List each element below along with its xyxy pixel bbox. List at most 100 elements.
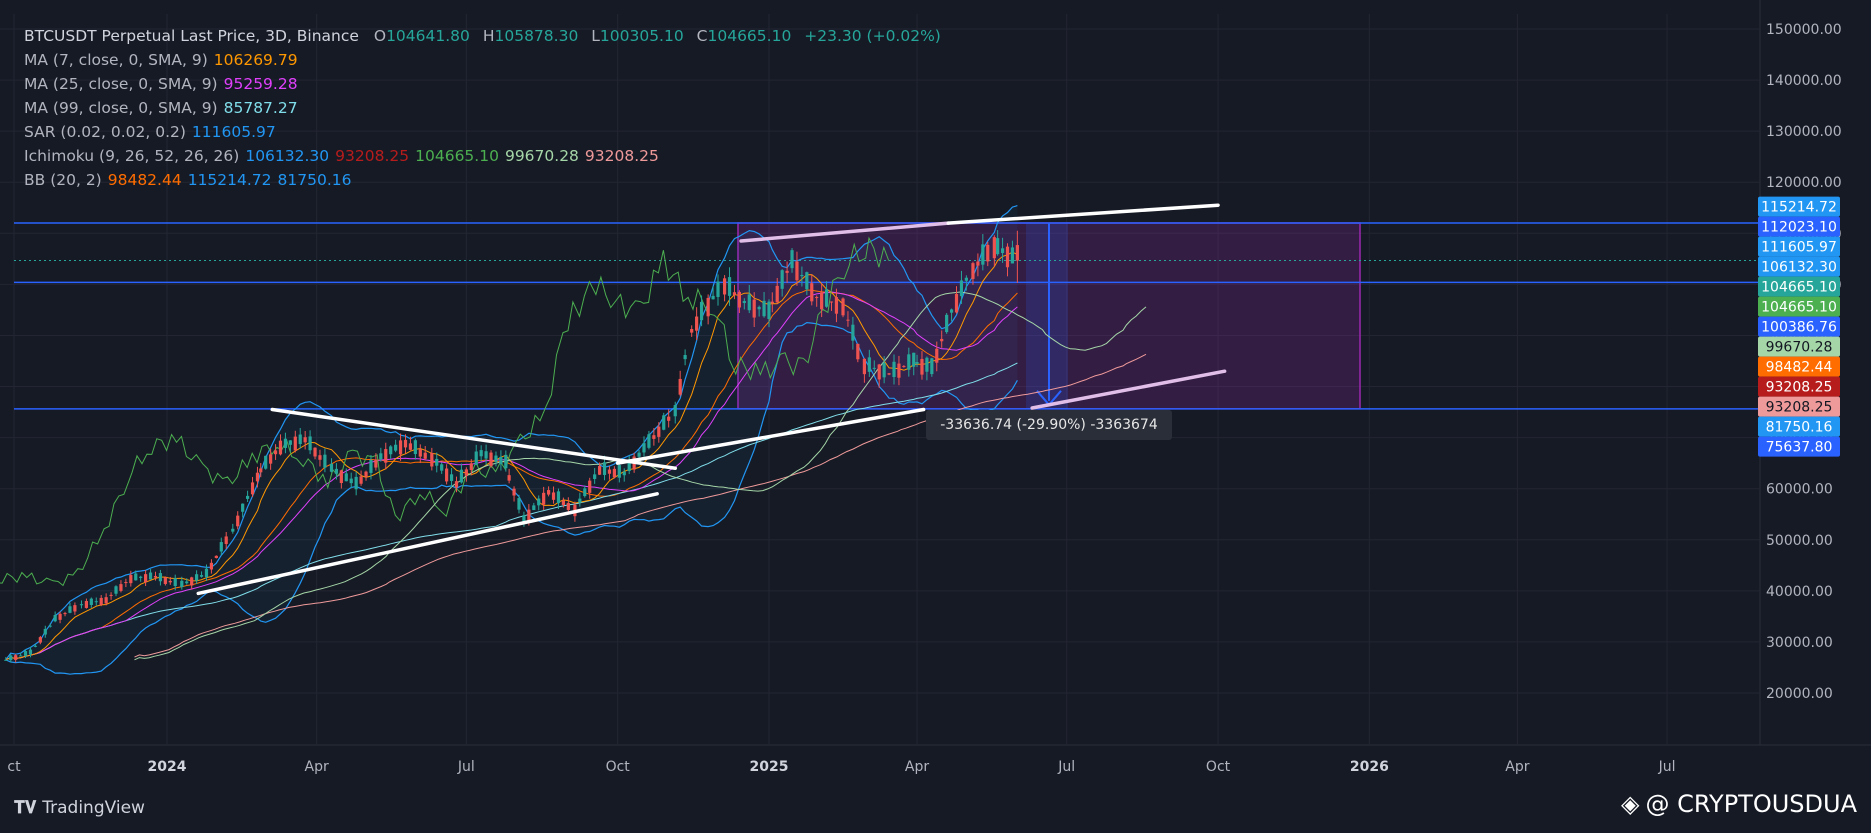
tradingview-brand[interactable]: 𝐓𝐕 TradingView xyxy=(14,798,145,818)
candle-body xyxy=(815,297,819,299)
price-tag-label: 93208.25 xyxy=(1766,380,1833,396)
indicator-row[interactable]: MA (25, close, 0, SMA, 9) 95259.28 xyxy=(24,72,941,96)
candle-body xyxy=(504,454,508,469)
candle-body xyxy=(517,498,521,510)
bollinger-upper-line xyxy=(5,205,1018,661)
candle-body xyxy=(349,478,353,484)
ma7-line xyxy=(5,251,1018,661)
candle-body xyxy=(173,578,177,587)
candle-body xyxy=(104,597,108,604)
indicator-row[interactable]: MA (7, close, 0, SMA, 9) 106269.79 xyxy=(24,48,941,72)
price-tag xyxy=(1758,256,1840,277)
indicator-row[interactable]: SAR (0.02, 0.02, 0.2) 111605.97 xyxy=(24,120,941,144)
candle-body xyxy=(925,357,929,372)
indicator-row[interactable]: BB (20, 2) 98482.44 115214.72 81750.16 xyxy=(24,168,941,192)
candle-body xyxy=(805,272,809,290)
candle-body xyxy=(479,450,483,457)
candle-body xyxy=(780,270,784,289)
candle-body xyxy=(298,434,302,445)
support-trendline-2024[interactable] xyxy=(196,492,659,596)
indicator-label: MA (99, close, 0, SMA, 9) xyxy=(24,99,218,117)
price-change: +23.30 (+0.02%) xyxy=(804,27,941,45)
price-tag-label: 104665.10 xyxy=(1761,300,1837,316)
candle-body xyxy=(856,343,860,360)
candle-body xyxy=(269,454,273,464)
candle-body xyxy=(158,573,163,582)
indicator-label: Ichimoku (9, 26, 52, 26, 26) xyxy=(24,147,240,165)
candle-body xyxy=(841,298,845,316)
candle-body xyxy=(435,458,439,466)
candle-body xyxy=(907,354,911,370)
candle-body xyxy=(785,270,789,273)
candle-body xyxy=(747,294,751,311)
candle-body xyxy=(153,575,158,578)
candle-body xyxy=(124,582,128,584)
candle-body xyxy=(622,471,626,476)
candle-body xyxy=(742,300,746,304)
candle-body xyxy=(732,292,737,296)
candle-body xyxy=(597,466,602,475)
candle-body xyxy=(9,655,13,661)
price-tag xyxy=(1758,356,1840,377)
candle-body xyxy=(318,455,322,460)
candle-body xyxy=(68,606,72,613)
candle-body xyxy=(887,373,891,375)
x-tick-label: 2024 xyxy=(148,759,187,775)
candle-body xyxy=(474,451,478,465)
channel-top-trendline-purple[interactable] xyxy=(739,221,951,243)
candle-body xyxy=(313,447,317,457)
candle-body xyxy=(413,440,417,455)
indicator-value: 93208.25 xyxy=(584,147,659,165)
candle-body xyxy=(339,470,343,484)
candle-body xyxy=(612,468,616,478)
candle-body xyxy=(964,277,968,281)
candle-body xyxy=(556,491,561,504)
price-tag xyxy=(1758,276,1840,297)
candle-body xyxy=(119,584,123,591)
candle-body xyxy=(810,283,814,302)
candle-body xyxy=(144,574,148,583)
symbol-title: BTCUSDT Perpetual Last Price, 3D, Binanc… xyxy=(24,27,359,45)
candle-body xyxy=(459,469,464,483)
candle-body xyxy=(976,261,980,266)
candle-body xyxy=(583,488,587,497)
candle-body xyxy=(637,452,641,457)
bollinger-band-fill xyxy=(5,205,1018,675)
indicator-row[interactable]: Ichimoku (9, 26, 52, 26, 26) 106132.30 932… xyxy=(24,144,941,168)
candle-body xyxy=(872,367,876,369)
candle-body xyxy=(695,316,699,331)
candle-body xyxy=(981,244,985,265)
ohlc-low-value: 100305.10 xyxy=(599,27,684,45)
indicator-value: 106269.79 xyxy=(213,51,298,69)
candle-body xyxy=(770,301,774,304)
candle-body xyxy=(920,358,924,375)
channel-bottom-trendline[interactable] xyxy=(1030,369,1227,410)
candle-body xyxy=(273,450,278,455)
candle-body xyxy=(323,454,327,468)
candle-body xyxy=(114,586,118,594)
candle-body xyxy=(949,309,954,313)
candle-body xyxy=(642,443,646,453)
candle-body xyxy=(542,492,546,505)
candle-body xyxy=(423,452,427,459)
candle-body xyxy=(673,405,677,417)
measure-box[interactable] xyxy=(1026,222,1068,409)
candle-body xyxy=(245,495,250,499)
channel-top-trendline-white[interactable] xyxy=(946,203,1220,225)
price-tag-label: 93208.25 xyxy=(1766,400,1833,416)
candle-body xyxy=(690,328,694,333)
x-tick-label: 2026 xyxy=(1350,759,1389,775)
breakout-trendline[interactable] xyxy=(615,407,926,465)
indicator-value: 115214.72 xyxy=(187,171,272,189)
indicator-value: 98482.44 xyxy=(107,171,182,189)
candle-body xyxy=(657,426,661,437)
indicator-value: 95259.28 xyxy=(223,75,298,93)
candle-body xyxy=(851,324,855,341)
indicator-row[interactable]: MA (99, close, 0, SMA, 9) 85787.27 xyxy=(24,96,941,120)
candle-body xyxy=(43,628,47,635)
resistance-trendline-2024[interactable] xyxy=(270,407,677,471)
x-tick-label: Jul xyxy=(457,759,475,775)
indicator-label: SAR (0.02, 0.02, 0.2) xyxy=(24,123,186,141)
candle-body xyxy=(403,439,408,448)
